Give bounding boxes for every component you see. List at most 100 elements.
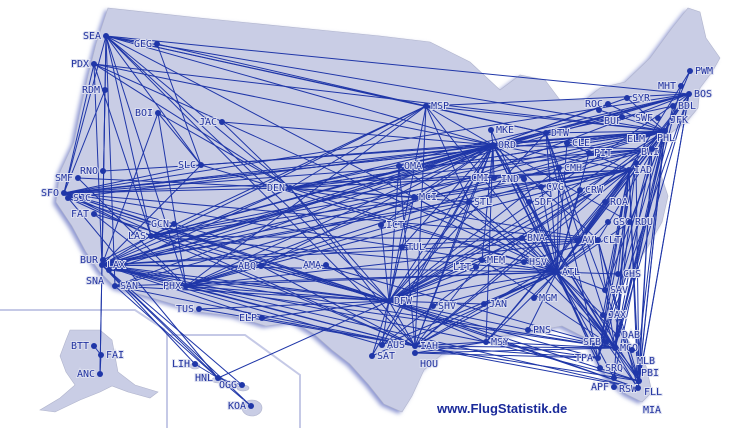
airport-elp[interactable]: ELP (238, 312, 265, 325)
airport-dtw[interactable]: DTW (543, 127, 571, 140)
airport-bur[interactable]: BUR (79, 254, 106, 267)
airport-boi[interactable]: BOI (134, 107, 161, 120)
airport-dot[interactable] (155, 110, 161, 116)
airport-dot[interactable] (611, 384, 617, 390)
airport-dot[interactable] (600, 312, 606, 318)
airport-dot[interactable] (100, 257, 106, 263)
airport-dot[interactable] (649, 146, 655, 152)
airport-dot[interactable] (65, 195, 71, 201)
airport-dot[interactable] (595, 237, 601, 243)
airport-dot[interactable] (148, 233, 154, 239)
airport-atl[interactable]: ATL (554, 266, 581, 279)
airport-cle[interactable]: CLE (564, 137, 591, 150)
airport-dot[interactable] (577, 187, 583, 193)
airport-ind[interactable]: IND (500, 173, 527, 186)
airport-jfk[interactable]: JFK (662, 114, 689, 134)
airport-dab[interactable]: DAB (614, 329, 641, 342)
airport-dot[interactable] (556, 165, 562, 171)
airport-dot[interactable] (543, 130, 549, 136)
airport-btt[interactable]: BTT (70, 340, 97, 353)
airport-dot[interactable] (531, 295, 537, 301)
airport-cmh[interactable]: CMH (556, 162, 583, 175)
airport-sav[interactable]: SAV (602, 284, 629, 297)
airport-dot[interactable] (183, 283, 189, 289)
airport-dot[interactable] (633, 370, 639, 376)
airport-dot[interactable] (91, 343, 97, 349)
airport-fll[interactable]: FLL (636, 378, 663, 399)
airport-avl[interactable]: AVL (574, 234, 601, 247)
airport-dot[interactable] (112, 283, 118, 289)
airport-koa[interactable]: KOA (227, 400, 254, 413)
airport-las[interactable]: LAS (127, 230, 154, 243)
airport-dot[interactable] (521, 176, 527, 182)
airport-dot[interactable] (196, 306, 202, 312)
airport-mia[interactable]: MIA (635, 385, 662, 417)
airport-dot[interactable] (75, 175, 81, 181)
airport-sna[interactable]: SNA (85, 267, 112, 288)
airport-clt[interactable]: CLT (595, 234, 622, 247)
airport-dot[interactable] (611, 375, 617, 381)
airport-fai[interactable]: FAI (98, 349, 125, 362)
airport-dot[interactable] (538, 184, 544, 190)
airport-stl[interactable]: STL (466, 196, 493, 209)
airport-bwi[interactable]: BWI (633, 146, 660, 166)
airport-mgm[interactable]: MGM (531, 292, 558, 305)
airport-dot[interactable] (323, 262, 329, 268)
airport-dot[interactable] (481, 301, 487, 307)
airport-phx[interactable]: PHX (162, 280, 189, 293)
airport-dot[interactable] (626, 167, 632, 173)
airport-dot[interactable] (154, 41, 160, 47)
airport-lit[interactable]: LIT (452, 261, 479, 274)
airport-dot[interactable] (106, 267, 112, 273)
airport-dot[interactable] (399, 244, 405, 250)
airport-dot[interactable] (662, 128, 668, 134)
airport-crw[interactable]: CRW (577, 184, 605, 197)
airport-dot[interactable] (614, 332, 620, 338)
airport-dot[interactable] (466, 199, 472, 205)
airport-hnl[interactable]: HNL (194, 372, 221, 385)
credit-link[interactable]: www.FlugStatistik.de (437, 401, 568, 416)
airport-jan[interactable]: JAN (481, 298, 508, 311)
airport-sat[interactable]: SAT (369, 350, 396, 363)
airport-iah[interactable]: IAH (412, 340, 439, 353)
airport-dot[interactable] (91, 211, 97, 217)
airport-dot[interactable] (633, 160, 639, 166)
airport-jac[interactable]: JAC (198, 116, 225, 129)
airport-dot[interactable] (473, 264, 479, 270)
airport-anc[interactable]: ANC (76, 368, 103, 381)
airport-dot[interactable] (602, 199, 608, 205)
airport-dot[interactable] (103, 33, 109, 39)
airport-dot[interactable] (430, 303, 436, 309)
airport-dot[interactable] (198, 162, 204, 168)
airport-dot[interactable] (91, 61, 97, 67)
airport-dot[interactable] (491, 175, 497, 181)
airport-gso[interactable]: GSO (605, 216, 632, 229)
airport-abq[interactable]: ABQ (237, 260, 264, 273)
airport-smf[interactable]: SMF (54, 172, 81, 185)
airport-dot[interactable] (219, 119, 225, 125)
airport-san[interactable]: SAN (112, 280, 139, 293)
airport-slc[interactable]: SLC (177, 159, 204, 172)
airport-dot[interactable] (605, 219, 611, 225)
airport-roa[interactable]: ROA (602, 196, 629, 209)
airport-dot[interactable] (629, 347, 635, 353)
airport-dot[interactable] (619, 114, 625, 120)
airport-dot[interactable] (378, 222, 384, 228)
airport-sea[interactable]: SEA (82, 30, 109, 43)
airport-srq[interactable]: SRQ (597, 362, 624, 375)
airport-sfo[interactable]: SFO (40, 187, 67, 200)
airport-dot[interactable] (479, 257, 485, 263)
airport-pns[interactable]: PNS (525, 324, 552, 337)
airport-dot[interactable] (554, 269, 560, 275)
airport-apf[interactable]: APF (590, 381, 617, 394)
airport-pbi[interactable]: PBI (633, 367, 660, 380)
airport-bos[interactable]: BOS (686, 88, 713, 101)
airport-dot[interactable] (595, 355, 601, 361)
airport-dot[interactable] (574, 237, 580, 243)
airport-dot[interactable] (386, 298, 392, 304)
airport-dot[interactable] (670, 103, 676, 109)
airport-mci[interactable]: MCI (411, 191, 438, 204)
airport-rno[interactable]: RNO (79, 165, 106, 178)
airport-dot[interactable] (488, 127, 494, 133)
airport-phl[interactable]: PHL (649, 132, 676, 152)
